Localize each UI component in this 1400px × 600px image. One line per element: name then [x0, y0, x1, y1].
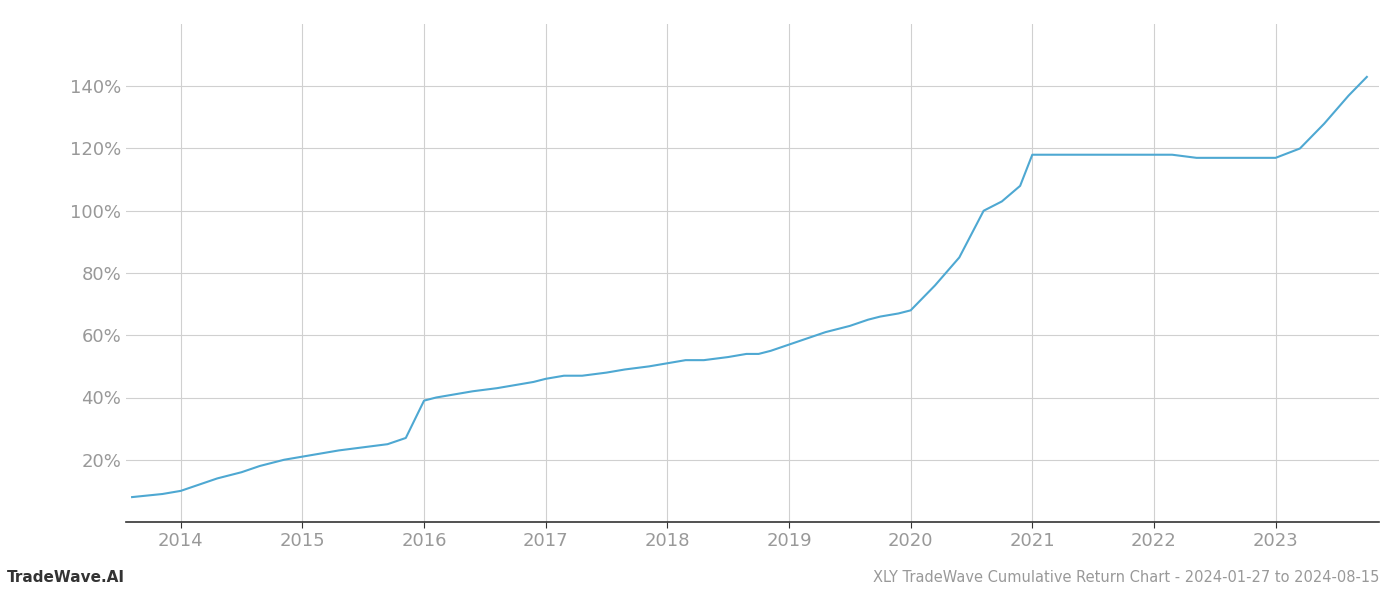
- Text: XLY TradeWave Cumulative Return Chart - 2024-01-27 to 2024-08-15: XLY TradeWave Cumulative Return Chart - …: [872, 570, 1379, 585]
- Text: TradeWave.AI: TradeWave.AI: [7, 570, 125, 585]
